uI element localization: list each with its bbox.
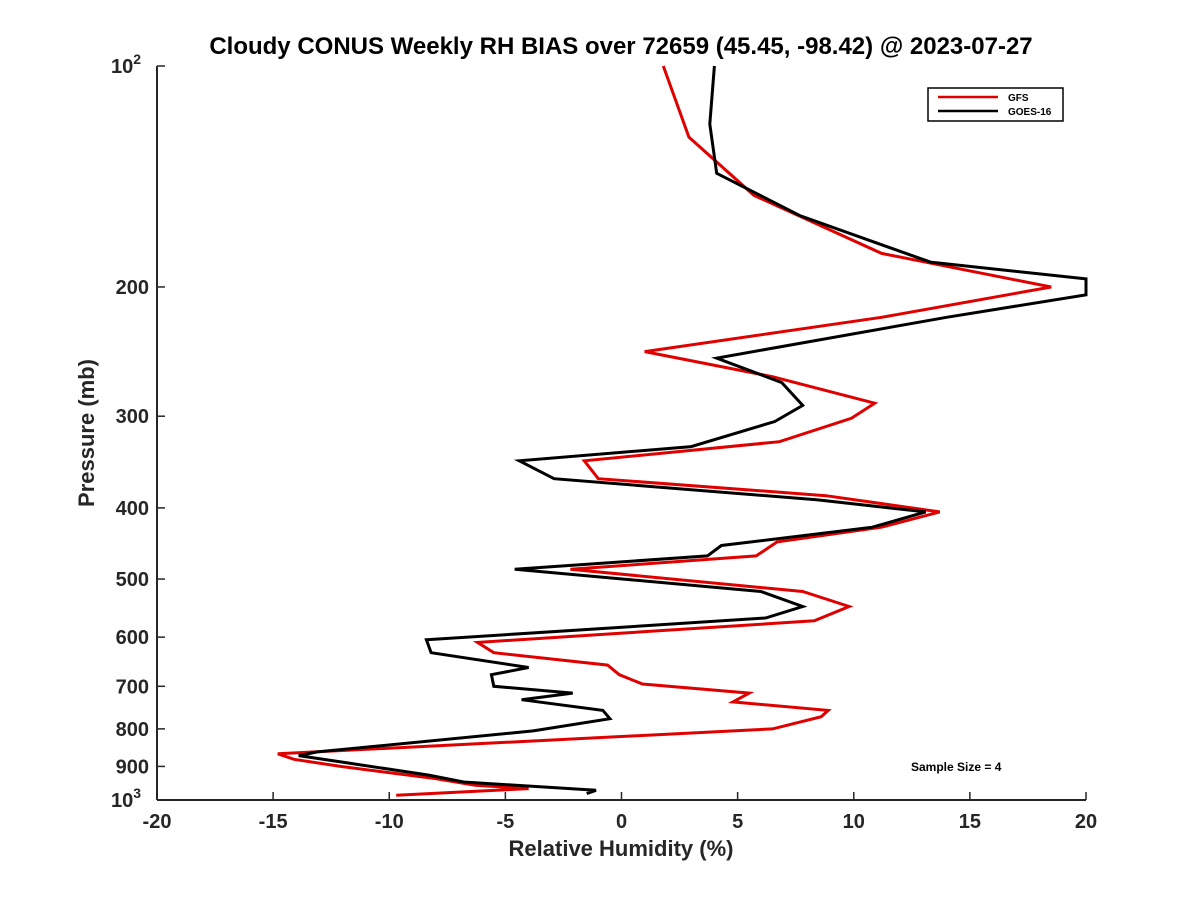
series-layer [277, 65, 1088, 797]
y-tick-label-exponent: 2 [133, 51, 141, 67]
chart-title: Cloudy CONUS Weekly RH BIAS over 72659 (… [209, 33, 1032, 60]
y-tick-label-exponent: 3 [133, 785, 141, 801]
series-line-goes16 [298, 65, 1088, 796]
y-tick-label-base: 10 [111, 56, 133, 78]
y-tick-label: 900 [116, 756, 149, 778]
x-tick-label: 5 [732, 811, 743, 833]
x-tick-label: -10 [375, 811, 404, 833]
y-axis-label: Pressure (mb) [74, 359, 99, 507]
x-tick-label: 10 [843, 811, 865, 833]
legend-label-gfs: GFS [1008, 93, 1029, 104]
y-tick-label: 500 [116, 569, 149, 591]
y-tick-label: 200 [116, 277, 149, 299]
x-tick-label: -5 [496, 811, 514, 833]
y-tick-label: 700 [116, 676, 149, 698]
legend: GFS GOES-16 [927, 87, 1064, 122]
y-tick-label: 600 [116, 627, 149, 649]
y-tick-label-base: 10 [111, 790, 133, 812]
legend-label-goes16: GOES-16 [1008, 107, 1052, 118]
y-tick-label: 800 [116, 719, 149, 741]
x-tick-label: 0 [616, 811, 627, 833]
x-tick-label: 20 [1075, 811, 1097, 833]
axes [156, 66, 1086, 801]
y-tick-label: 103 [111, 785, 141, 812]
x-tick-label: -20 [143, 811, 172, 833]
x-tick-label: -15 [259, 811, 288, 833]
legend-box [927, 87, 1064, 122]
y-tick-label: 300 [116, 406, 149, 428]
y-tick-label: 400 [116, 498, 149, 520]
y-tick-label: 102 [111, 51, 141, 78]
x-ticks: -20 -15 -10 -5 0 5 10 15 20 [143, 792, 1097, 833]
sample-size-note: Sample Size = 4 [911, 760, 1002, 774]
x-tick-label: 15 [959, 811, 981, 833]
series-line-gfs [277, 65, 1052, 797]
x-axis-label: Relative Humidity (%) [509, 836, 734, 861]
